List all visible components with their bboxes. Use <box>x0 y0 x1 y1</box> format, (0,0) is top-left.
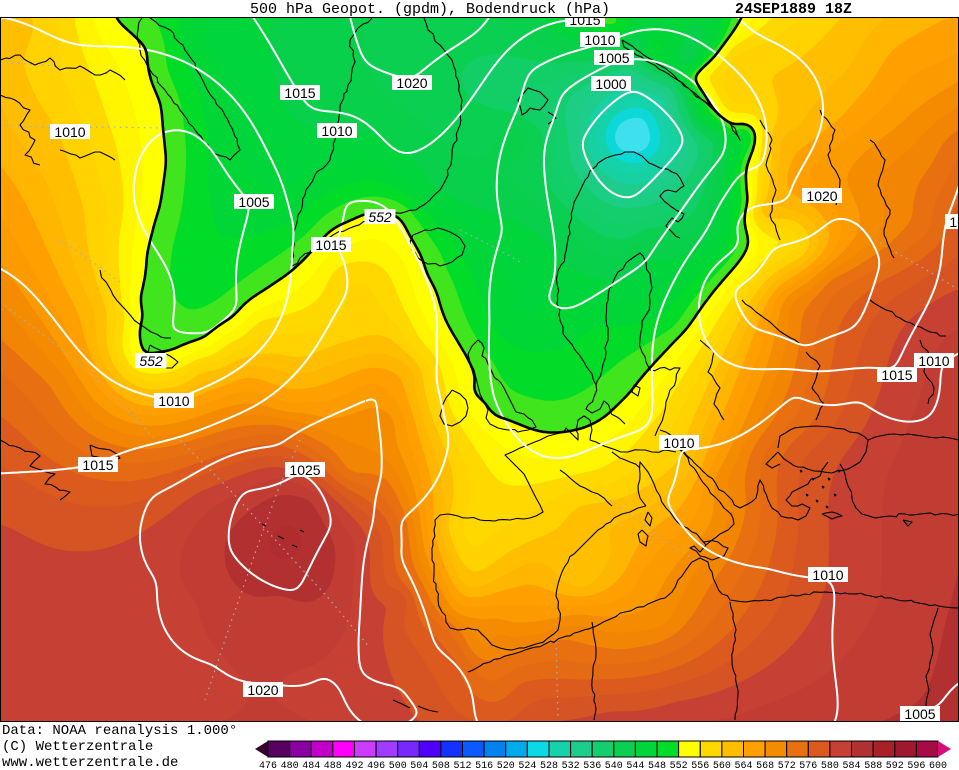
svg-text:544: 544 <box>626 761 644 770</box>
svg-text:1020: 1020 <box>396 75 427 91</box>
svg-text:516: 516 <box>475 761 493 770</box>
svg-text:492: 492 <box>345 761 363 770</box>
svg-text:1000: 1000 <box>595 76 626 92</box>
svg-text:1005: 1005 <box>238 194 269 210</box>
svg-text:1015: 1015 <box>881 367 912 383</box>
svg-text:476: 476 <box>259 761 277 770</box>
svg-text:1005: 1005 <box>598 50 629 66</box>
svg-text:528: 528 <box>540 761 558 770</box>
svg-text:520: 520 <box>497 761 515 770</box>
svg-text:552: 552 <box>139 353 163 369</box>
svg-text:580: 580 <box>821 761 839 770</box>
svg-text:1025: 1025 <box>289 462 320 478</box>
svg-text:1010: 1010 <box>158 393 189 409</box>
svg-text:1020: 1020 <box>247 682 278 698</box>
svg-text:540: 540 <box>605 761 623 770</box>
svg-text:1015: 1015 <box>315 237 346 253</box>
svg-text:1010: 1010 <box>321 123 352 139</box>
svg-text:1005: 1005 <box>904 706 935 722</box>
svg-text:572: 572 <box>778 761 796 770</box>
svg-text:552: 552 <box>368 209 392 225</box>
svg-text:480: 480 <box>281 761 299 770</box>
svg-text:508: 508 <box>432 761 450 770</box>
svg-text:500: 500 <box>389 761 407 770</box>
svg-text:592: 592 <box>886 761 904 770</box>
svg-text:600: 600 <box>929 761 947 770</box>
svg-text:564: 564 <box>734 761 752 770</box>
svg-text:1010: 1010 <box>584 32 615 48</box>
svg-text:1015: 1015 <box>569 12 600 28</box>
svg-text:548: 548 <box>648 761 666 770</box>
svg-text:552: 552 <box>670 761 688 770</box>
svg-text:512: 512 <box>453 761 471 770</box>
svg-text:488: 488 <box>324 761 342 770</box>
svg-text:560: 560 <box>713 761 731 770</box>
svg-text:1010: 1010 <box>812 567 843 583</box>
svg-text:1010: 1010 <box>663 435 694 451</box>
svg-text:1015: 1015 <box>949 214 959 230</box>
svg-text:584: 584 <box>842 761 860 770</box>
svg-text:588: 588 <box>864 761 882 770</box>
svg-text:1010: 1010 <box>54 124 85 140</box>
svg-text:1015: 1015 <box>82 457 113 473</box>
svg-text:536: 536 <box>583 761 601 770</box>
svg-text:568: 568 <box>756 761 774 770</box>
svg-text:556: 556 <box>691 761 709 770</box>
svg-text:576: 576 <box>799 761 817 770</box>
svg-text:496: 496 <box>367 761 385 770</box>
svg-text:1020: 1020 <box>806 188 837 204</box>
svg-text:484: 484 <box>302 761 320 770</box>
svg-text:1015: 1015 <box>284 85 315 101</box>
svg-text:504: 504 <box>410 761 428 770</box>
svg-text:596: 596 <box>907 761 925 770</box>
svg-text:532: 532 <box>562 761 580 770</box>
svg-text:1010: 1010 <box>918 353 949 369</box>
svg-text:524: 524 <box>518 761 536 770</box>
